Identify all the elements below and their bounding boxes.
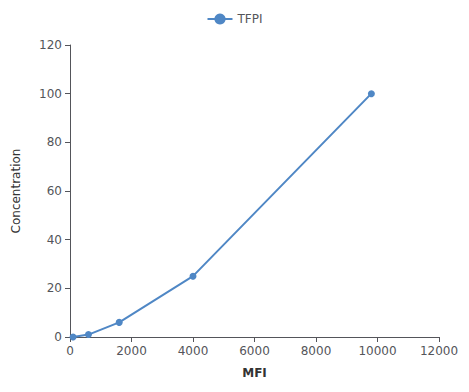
svg-text:60: 60 <box>47 184 62 198</box>
svg-text:12000: 12000 <box>420 344 458 358</box>
svg-text:MFI: MFI <box>242 366 267 380</box>
svg-text:120: 120 <box>39 38 62 52</box>
svg-text:Concentration: Concentration <box>9 149 23 234</box>
svg-text:4000: 4000 <box>178 344 209 358</box>
svg-text:TFPI: TFPI <box>236 12 262 26</box>
svg-text:10000: 10000 <box>358 344 396 358</box>
svg-text:2000: 2000 <box>116 344 147 358</box>
svg-text:8000: 8000 <box>301 344 332 358</box>
svg-text:0: 0 <box>54 330 62 344</box>
svg-text:40: 40 <box>47 233 62 247</box>
svg-text:6000: 6000 <box>239 344 270 358</box>
svg-text:0: 0 <box>66 344 74 358</box>
svg-text:20: 20 <box>47 281 62 295</box>
svg-text:80: 80 <box>47 135 62 149</box>
svg-text:100: 100 <box>39 87 62 101</box>
